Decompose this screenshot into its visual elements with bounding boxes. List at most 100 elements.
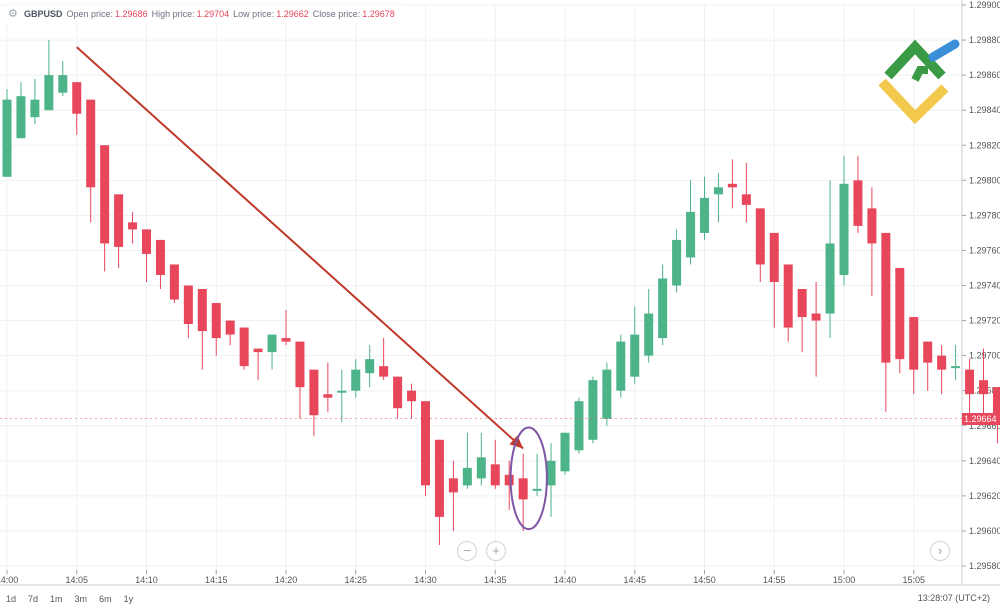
logo-yellow-stroke <box>878 78 949 125</box>
candle-body <box>979 380 988 395</box>
x-tick-label: 14:30 <box>414 575 437 585</box>
range-3m[interactable]: 3m <box>74 594 88 604</box>
candle-body <box>211 303 221 339</box>
candle-body <box>114 194 124 247</box>
y-tick-label: 1.29800 <box>969 175 1000 185</box>
low-label: Low price: <box>233 9 275 19</box>
trend-arrow-line <box>76 46 524 450</box>
y-tick-label: 1.29860 <box>969 70 1000 80</box>
candle-body <box>951 366 961 369</box>
candle-body <box>560 432 570 472</box>
candle-body <box>546 460 556 486</box>
candle-body <box>72 82 82 114</box>
y-tick-label: 1.29720 <box>969 316 1000 326</box>
candle-body <box>616 341 626 391</box>
candle-body <box>895 267 905 360</box>
open-value: 1.29686 <box>115 9 148 19</box>
candle-body <box>183 285 193 325</box>
candle-body <box>379 366 389 377</box>
candle-body <box>686 211 696 258</box>
candle-body <box>267 334 277 353</box>
candle-body <box>741 194 751 205</box>
ohlc-legend: ⚙ GBPUSD Open price: 1.29686 High price:… <box>6 5 405 23</box>
range-1y[interactable]: 1y <box>123 594 134 604</box>
candle-body <box>727 183 737 188</box>
y-tick-label: 1.29660 <box>969 421 1000 431</box>
gear-icon[interactable]: ⚙ <box>8 8 18 20</box>
x-tick-label: 14:10 <box>135 575 158 585</box>
candle-body <box>825 243 835 314</box>
range-1m[interactable]: 1m <box>50 594 63 604</box>
zoom-out-button[interactable]: − <box>457 541 477 561</box>
scroll-right-button[interactable]: › <box>930 541 950 561</box>
x-tick-label: 14:55 <box>763 575 786 585</box>
candle-body <box>393 376 403 409</box>
candle-body <box>2 99 12 177</box>
candle-body <box>853 180 863 226</box>
candle-body <box>713 187 723 195</box>
close-label: Close price: <box>312 9 361 19</box>
candle-body <box>574 401 584 451</box>
candle-body <box>797 289 807 318</box>
range-selector: 1d 7d 1m 3m 6m 1y <box>0 590 139 608</box>
candle-body <box>197 289 207 332</box>
y-tick-label: 1.29840 <box>969 105 1000 115</box>
range-6m[interactable]: 6m <box>99 594 112 604</box>
candle-body <box>337 390 347 393</box>
candle-body <box>937 355 947 370</box>
candle-body <box>755 208 765 265</box>
candle-body <box>281 338 291 342</box>
range-7d[interactable]: 7d <box>28 594 39 604</box>
broker-logo-icon <box>878 39 960 125</box>
y-tick-label: 1.29760 <box>969 245 1000 255</box>
open-label: Open price: <box>66 9 114 19</box>
zoom-in-button[interactable]: + <box>486 541 506 561</box>
candle-body <box>490 464 500 486</box>
x-tick-label: 14:05 <box>65 575 88 585</box>
symbol-label: GBPUSD <box>24 9 63 19</box>
candle-body <box>16 96 26 139</box>
candle-body <box>700 197 709 233</box>
x-tick-label: 14:50 <box>693 575 716 585</box>
candle-body <box>323 394 333 398</box>
candle-body <box>909 317 919 370</box>
candle-body <box>769 232 779 282</box>
candle-body <box>169 264 179 300</box>
candle-body <box>128 222 138 230</box>
y-tick-label: 1.29700 <box>969 351 1000 361</box>
x-tick-label: 14:40 <box>554 575 577 585</box>
candle-body <box>588 380 598 440</box>
y-tick-label: 1.29780 <box>969 210 1000 220</box>
y-tick-label: 1.29640 <box>969 456 1000 466</box>
candle-body <box>253 348 263 353</box>
grid <box>0 4 962 585</box>
candle-body <box>434 439 444 517</box>
y-tick-label: 1.29580 <box>969 561 1000 571</box>
candle-body <box>30 99 40 118</box>
x-tick-label: 14:00 <box>0 575 18 585</box>
candle-body <box>407 390 417 402</box>
candle-body <box>365 359 375 374</box>
logo-blue-stroke <box>928 39 960 62</box>
candle-body <box>672 239 682 286</box>
reversal-ellipse <box>509 426 548 531</box>
high-value: 1.29704 <box>196 9 230 19</box>
candle-body <box>811 313 821 321</box>
candle-body <box>100 145 110 244</box>
y-tick-label: 1.29820 <box>969 140 1000 150</box>
high-label: High price: <box>151 9 195 19</box>
candle-body <box>295 341 305 388</box>
y-tick-label: 1.29740 <box>969 281 1000 291</box>
candle-body <box>225 320 235 335</box>
candle-body <box>602 369 612 419</box>
candle-body <box>630 334 640 377</box>
range-1d[interactable]: 1d <box>6 594 17 604</box>
close-value: 1.29678 <box>362 9 395 19</box>
candle-body <box>309 369 319 416</box>
candle-body <box>462 467 472 486</box>
time-axis: 14:00 14:05 14:10 14:15 14:20 14:25 14:30 14:35… <box>0 570 1000 586</box>
candle-body <box>965 369 975 395</box>
candle-body <box>992 387 1000 419</box>
candle-body <box>644 313 654 356</box>
